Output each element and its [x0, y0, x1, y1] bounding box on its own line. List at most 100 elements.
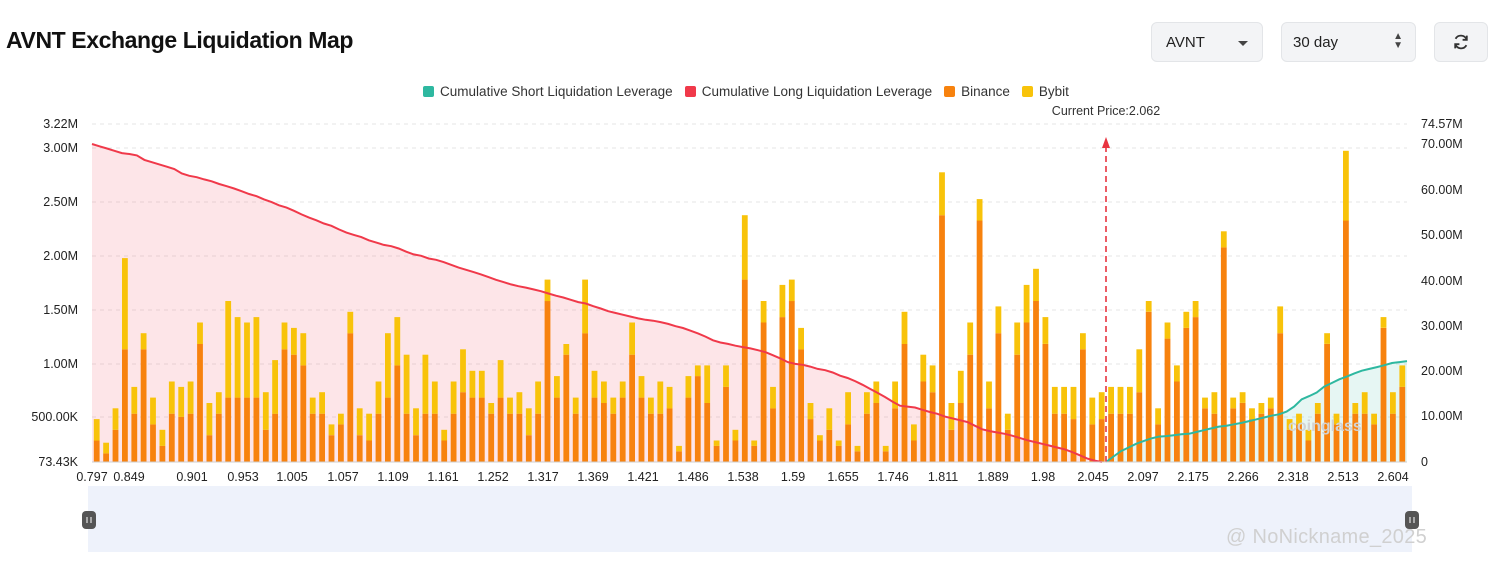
right-axis-tick: 0: [1421, 455, 1428, 469]
right-axis-tick: 30.00M: [1421, 319, 1463, 333]
binance-bar: [967, 354, 974, 462]
bybit-bar: [760, 301, 767, 323]
binance-bar: [582, 333, 588, 462]
bybit-bar: [347, 311, 354, 334]
binance-bar: [1220, 247, 1227, 462]
bybit-bar: [845, 392, 851, 425]
binance-bar: [619, 397, 626, 462]
binance-bar: [1061, 413, 1067, 462]
right-axis-tick: 74.57M: [1421, 117, 1463, 131]
chevron-down-icon: [1238, 41, 1248, 46]
coin-select[interactable]: AVNT: [1151, 22, 1263, 62]
bybit-bar: [563, 344, 570, 355]
current-price-label: Current Price:2.062: [1052, 104, 1160, 118]
x-axis-tick: 1.59: [781, 470, 805, 484]
legend-long-cumulative[interactable]: Cumulative Long Liquidation Leverage: [684, 84, 932, 99]
legend-bybit[interactable]: Bybit: [1021, 84, 1069, 99]
legend-label: Cumulative Short Liquidation Leverage: [440, 84, 673, 99]
binance-bar: [1070, 419, 1077, 462]
binance-bar: [1089, 424, 1096, 462]
bybit-bar: [1070, 386, 1077, 420]
binance-bar: [375, 413, 382, 462]
binance-bar: [1042, 344, 1049, 462]
refresh-button[interactable]: [1434, 22, 1488, 62]
binance-bar: [788, 301, 795, 462]
binance-bar: [1296, 424, 1302, 462]
bybit-bar: [1145, 301, 1152, 312]
bybit-bar: [1380, 317, 1387, 328]
bybit-bar: [215, 392, 222, 414]
legend-short-cumulative[interactable]: Cumulative Short Liquidation Leverage: [423, 84, 673, 99]
range-select-value: 30 day: [1293, 33, 1339, 51]
binance-bar: [140, 349, 147, 462]
bybit-bar: [554, 376, 560, 398]
binance-bar: [948, 429, 955, 462]
bybit-bar: [751, 440, 758, 446]
binance-bar: [422, 413, 429, 462]
binance-bar: [1051, 413, 1058, 462]
binance-bar: [666, 408, 673, 462]
binance-bar: [1174, 381, 1180, 462]
right-axis-tick: 50.00M: [1421, 228, 1463, 242]
bybit-bar: [835, 440, 842, 446]
range-slider-handle-left[interactable]: [82, 511, 96, 529]
bybit-bar: [1033, 268, 1039, 301]
updown-arrows-icon: ▲ ▼: [1393, 31, 1403, 51]
binance-bar: [601, 403, 607, 462]
binance-bar: [911, 440, 917, 462]
legend-binance[interactable]: Binance: [944, 84, 1010, 99]
binance-bar: [835, 445, 842, 462]
binance-bar: [1390, 413, 1396, 462]
binance-bar: [741, 279, 748, 462]
bybit-bar: [948, 403, 955, 430]
bybit-bar: [1051, 386, 1058, 414]
binance-bar: [1202, 408, 1208, 462]
binance-bar: [319, 413, 325, 462]
bybit-bar: [244, 322, 250, 398]
bybit-bar: [1267, 397, 1274, 409]
x-axis-tick: 2.266: [1227, 470, 1258, 484]
binance-bar: [826, 429, 833, 462]
binance-bar: [103, 453, 109, 462]
x-axis-tick: 1.252: [477, 470, 508, 484]
bybit-bar: [206, 403, 213, 436]
x-axis-tick: 1.811: [928, 470, 958, 484]
bybit-bar: [723, 365, 729, 387]
bybit-bar: [375, 381, 382, 414]
x-axis-tick: 0.901: [176, 470, 207, 484]
bybit-bar: [1004, 413, 1011, 430]
legend-swatch: [944, 86, 956, 97]
bybit-bar: [140, 333, 147, 350]
bybit-bar: [262, 392, 269, 430]
binance-bar: [657, 413, 664, 462]
binance-bar: [760, 322, 767, 462]
bybit-bar: [431, 381, 438, 414]
bybit-bar: [929, 365, 936, 393]
legend-swatch: [1021, 86, 1033, 97]
binance-bar: [516, 413, 523, 462]
range-slider-handle-right[interactable]: [1405, 511, 1419, 529]
bybit-bar: [572, 397, 579, 414]
bybit-bar: [939, 172, 945, 216]
x-axis-tick: 0.797: [76, 470, 107, 484]
binance-bar: [854, 451, 861, 462]
binance-bar: [864, 413, 870, 462]
binance-bar: [460, 392, 466, 462]
binance-bar: [629, 354, 635, 462]
bybit-bar: [694, 365, 701, 377]
short-area: [1106, 361, 1407, 462]
legend-label: Binance: [961, 84, 1010, 99]
binance-bar: [488, 413, 495, 462]
binance-bar: [976, 220, 983, 462]
binance-bar: [1380, 327, 1387, 462]
bybit-bar: [535, 381, 541, 414]
bybit-bar: [385, 333, 391, 398]
range-select[interactable]: 30 day ▲ ▼: [1281, 22, 1416, 62]
binance-bar: [431, 413, 438, 462]
x-axis-tick: 1.109: [377, 470, 408, 484]
bybit-bar: [770, 386, 776, 409]
binance-bar: [168, 413, 175, 462]
binance-bar: [272, 413, 278, 462]
bybit-bar: [1023, 284, 1030, 323]
bybit-bar: [1258, 403, 1265, 414]
